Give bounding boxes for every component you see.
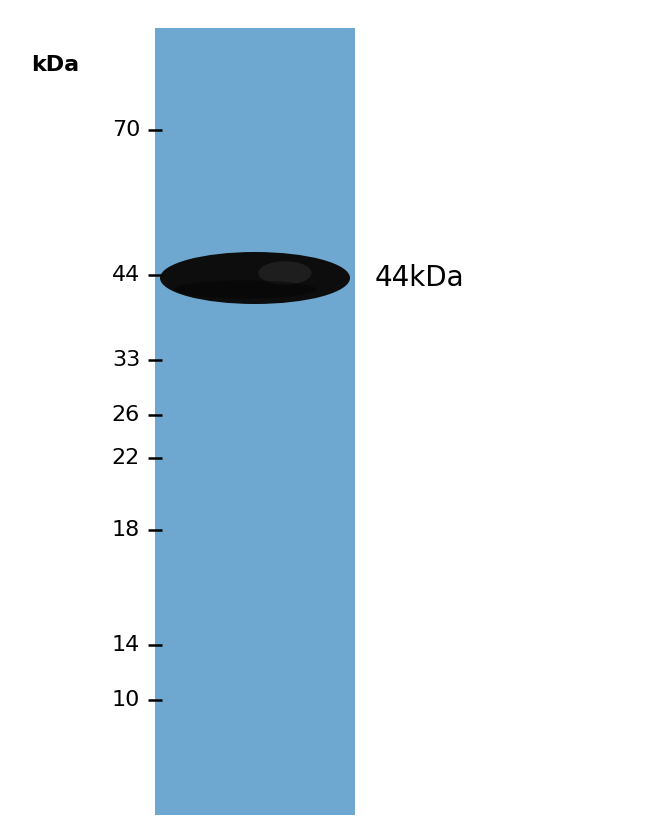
Text: 22: 22 bbox=[112, 448, 140, 468]
Ellipse shape bbox=[174, 280, 317, 299]
Text: 70: 70 bbox=[112, 120, 140, 140]
Bar bbox=[155, 28, 355, 815]
Text: kDa: kDa bbox=[31, 55, 79, 75]
Text: 10: 10 bbox=[112, 690, 140, 710]
Text: 18: 18 bbox=[112, 520, 140, 540]
Text: 44kDa: 44kDa bbox=[375, 264, 465, 292]
Text: 14: 14 bbox=[112, 635, 140, 655]
Text: 33: 33 bbox=[112, 350, 140, 370]
Text: 44: 44 bbox=[112, 265, 140, 285]
Text: 26: 26 bbox=[112, 405, 140, 425]
Ellipse shape bbox=[160, 252, 350, 304]
Ellipse shape bbox=[259, 261, 311, 284]
